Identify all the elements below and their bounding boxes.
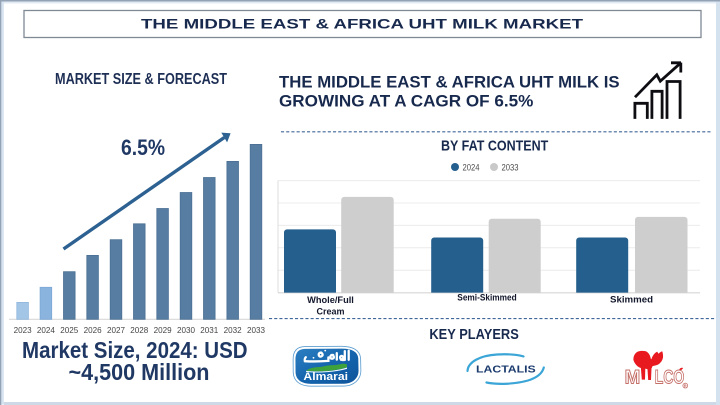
svg-text:Whole/Full: Whole/Full (307, 295, 354, 306)
svg-text:2025: 2025 (60, 326, 79, 335)
svg-text:Almarai: Almarai (303, 371, 348, 383)
svg-text:Market Size, 2024: USD: Market Size, 2024: USD (22, 337, 248, 363)
svg-text:GROWING AT A CAGR OF 6.5%: GROWING AT A CAGR OF 6.5% (279, 92, 533, 111)
svg-text:Semi-Skimmed: Semi-Skimmed (457, 293, 517, 304)
svg-text:BY FAT CONTENT: BY FAT CONTENT (441, 139, 548, 155)
svg-text:LACTALIS: LACTALIS (476, 365, 536, 376)
svg-text:KEY PLAYERS: KEY PLAYERS (429, 327, 519, 343)
svg-text:6.5%: 6.5% (121, 135, 165, 160)
svg-text:THE MIDDLE EAST & AFRICA UHT M: THE MIDDLE EAST & AFRICA UHT MILK MARKET (141, 15, 584, 31)
svg-text:2033: 2033 (247, 326, 266, 335)
svg-text:2028: 2028 (130, 326, 149, 335)
svg-text:THE MIDDLE EAST & AFRICA UHT M: THE MIDDLE EAST & AFRICA UHT MILK IS (279, 72, 620, 91)
svg-text:LCO: LCO (655, 367, 685, 388)
svg-text:Cream: Cream (317, 306, 345, 317)
svg-text:MARKET SIZE & FORECAST: MARKET SIZE & FORECAST (55, 71, 227, 88)
svg-text:2031: 2031 (200, 326, 219, 335)
svg-text:R: R (684, 383, 687, 388)
svg-text:2024: 2024 (37, 326, 56, 335)
svg-text:2029: 2029 (154, 326, 173, 335)
svg-text:2030: 2030 (177, 326, 196, 335)
svg-text:Skimmed: Skimmed (610, 295, 653, 306)
svg-text:2032: 2032 (224, 326, 243, 335)
svg-text:~4,500 Million: ~4,500 Million (69, 359, 210, 385)
svg-text:2027: 2027 (107, 326, 126, 335)
svg-text:2024: 2024 (463, 162, 480, 172)
svg-text:2026: 2026 (84, 326, 103, 335)
svg-text:2033: 2033 (502, 162, 519, 172)
svg-text:M: M (625, 367, 641, 388)
svg-text:2023: 2023 (14, 326, 33, 335)
